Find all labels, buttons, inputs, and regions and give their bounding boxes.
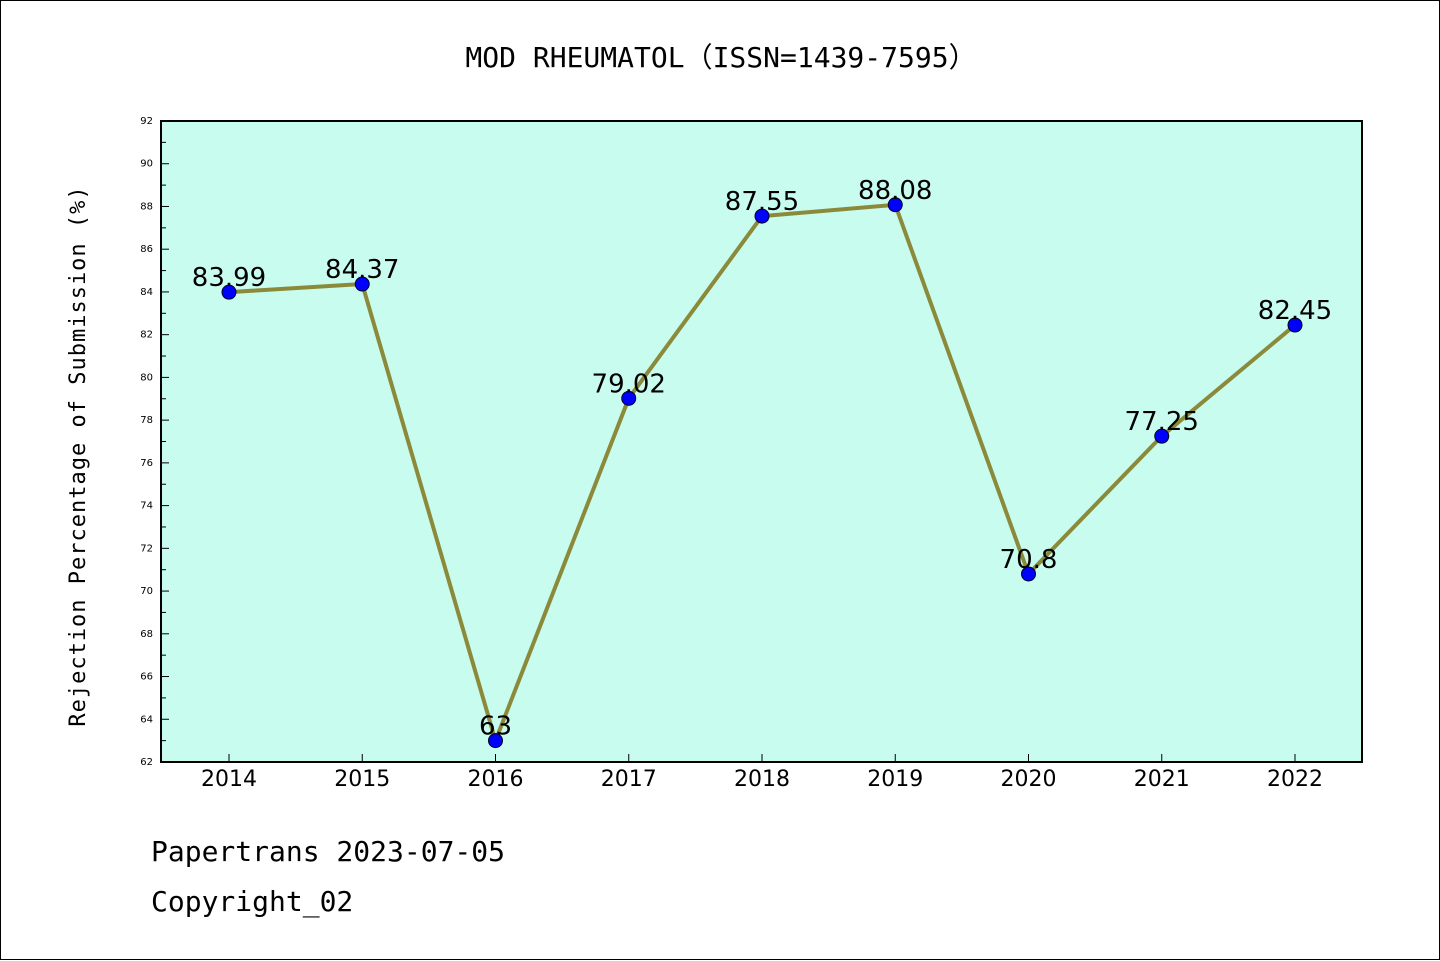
data-label: 63 xyxy=(479,712,512,742)
data-label: 88.08 xyxy=(858,176,932,206)
y-tick-label: 92 xyxy=(140,116,153,127)
data-markers xyxy=(221,197,1303,749)
x-tick-label: 2017 xyxy=(601,767,657,792)
data-label: 82.45 xyxy=(1258,296,1332,326)
x-tick-label: 2022 xyxy=(1267,767,1323,792)
data-point xyxy=(1287,317,1303,333)
data-label: 77.25 xyxy=(1125,407,1199,437)
data-label: 83.99 xyxy=(192,263,266,293)
y-axis: 62 64 66 68 70 72 74 76 78 80 82 84 86 88 90 92 xyxy=(140,116,169,768)
data-point xyxy=(621,390,637,406)
y-tick-label: 84 xyxy=(140,287,153,298)
y-tick-label: 88 xyxy=(140,201,153,212)
y-tick-label: 62 xyxy=(140,757,153,768)
y-tick-label: 76 xyxy=(140,458,153,469)
y-tick-label: 80 xyxy=(140,372,153,383)
data-label: 84.37 xyxy=(325,255,399,285)
data-point xyxy=(1154,428,1170,444)
footer-date: Papertrans 2023-07-05 xyxy=(151,835,506,868)
x-tick-label: 2021 xyxy=(1134,767,1190,792)
data-point xyxy=(1021,566,1036,582)
data-labels: 83.99 84.37 63 79.02 87.55 88.08 70.8 77.25 82.4… xyxy=(192,176,1332,742)
data-point xyxy=(354,276,370,292)
y-tick-label: 70 xyxy=(140,586,153,597)
chart-title: MOD RHEUMATOL（ISSN=1439-7595） xyxy=(465,41,976,74)
x-tick-label: 2015 xyxy=(334,767,390,792)
data-label: 79.02 xyxy=(592,369,666,399)
y-tick-label: 82 xyxy=(140,330,153,341)
y-tick-label: 74 xyxy=(140,501,153,512)
footer-copyright: Copyright_02 xyxy=(151,885,354,918)
data-point xyxy=(887,197,903,213)
x-axis: 2014 2015 2016 2017 2018 2019 2020 2021 2022 xyxy=(201,754,1323,792)
y-tick-label: 90 xyxy=(140,159,153,170)
y-axis-label: Rejection Percentage of Submission (%) xyxy=(66,185,91,726)
y-tick-label: 68 xyxy=(140,629,153,640)
data-point xyxy=(221,284,237,300)
y-tick-label: 86 xyxy=(140,244,153,255)
x-tick-label: 2018 xyxy=(734,767,790,792)
y-tick-label: 64 xyxy=(140,714,153,725)
data-point xyxy=(488,733,503,749)
x-tick-label: 2019 xyxy=(867,767,923,792)
y-tick-label: 78 xyxy=(140,415,153,426)
data-point xyxy=(754,208,770,224)
y-tick-label: 66 xyxy=(140,672,153,683)
x-tick-label: 2020 xyxy=(1001,767,1057,792)
x-tick-label: 2014 xyxy=(201,767,257,792)
data-label: 70.8 xyxy=(1000,545,1058,575)
data-label: 87.55 xyxy=(725,187,799,217)
y-tick-label: 72 xyxy=(140,543,153,554)
x-tick-label: 2016 xyxy=(468,767,524,792)
